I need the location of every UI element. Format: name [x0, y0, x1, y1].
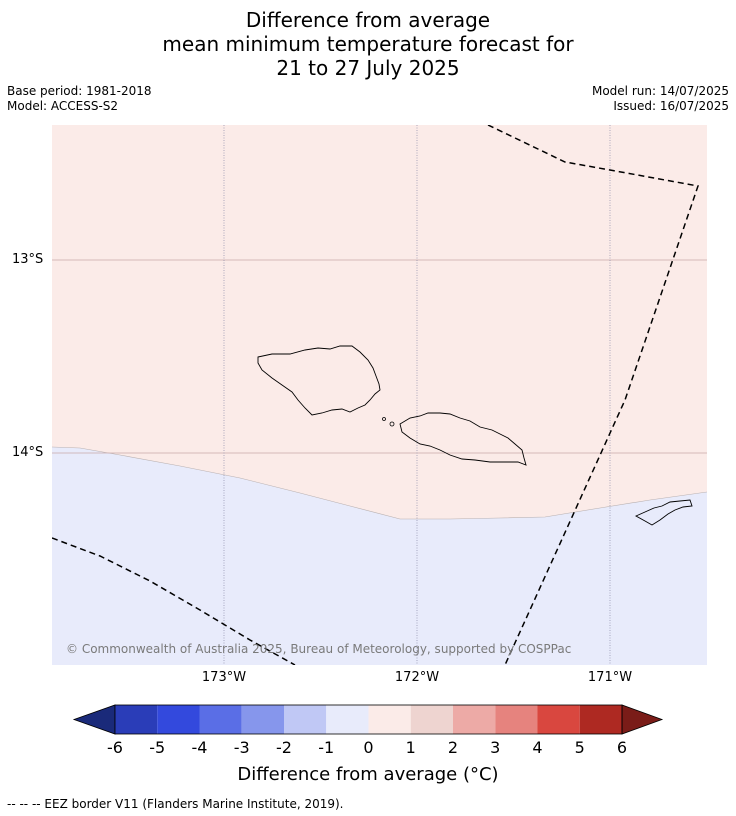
- colorbar-tick-label: 5: [574, 738, 585, 757]
- colorbar-tick-label: 6: [616, 738, 628, 757]
- title-line-2: mean minimum temperature forecast for: [162, 32, 574, 56]
- colorbar-segment: [410, 705, 453, 734]
- anomaly-contour: [52, 446, 707, 520]
- colorbar-tick-label: 3: [490, 738, 501, 757]
- colorbar-tick-label: 0: [363, 738, 374, 757]
- colorbar-extend-low: [72, 704, 116, 735]
- colorbar-segment: [115, 705, 158, 734]
- base-period: Base period: 1981-2018: [7, 84, 152, 98]
- colorbar-segment: [495, 705, 538, 734]
- tutuila-island-icon: [634, 499, 693, 526]
- eez-border-north: [487, 125, 699, 665]
- eez-footnote: -- -- -- EEZ border V11 (Flanders Marine…: [7, 797, 344, 811]
- eez-border-southwest: [52, 537, 296, 665]
- colorbar-tick-label: -4: [191, 738, 208, 757]
- colorbar-tick-label: -6: [107, 738, 123, 757]
- colorbar-segment: [199, 705, 242, 734]
- colorbar-tick-label: 1: [405, 738, 416, 757]
- colorbar-segment: [284, 705, 327, 734]
- title-line-1: Difference from average: [245, 8, 491, 32]
- colorbar-tick-label: -1: [318, 738, 335, 757]
- lat-label-13s: 13°S: [12, 252, 44, 267]
- colorbar-tick-label: 2: [447, 738, 459, 757]
- savaii-island-icon: [257, 345, 381, 416]
- manono-islet-icon: [382, 417, 386, 421]
- cool-region: [52, 447, 707, 665]
- colorbar-segment: [157, 705, 200, 734]
- lon-label-172w: 172°W: [394, 670, 440, 685]
- model-run: Model run: 14/07/2025: [591, 84, 729, 98]
- colorbar-segment: [368, 705, 411, 734]
- meta-left: Base period: 1981-2018 Model: ACCESS-S2: [7, 84, 152, 114]
- issued-date: Issued: 16/07/2025: [613, 99, 729, 113]
- colorbar-border: [114, 704, 623, 735]
- colorbar-segment: [326, 705, 369, 734]
- colorbar-tick-label: 4: [532, 738, 543, 757]
- upolu-island-icon: [399, 412, 527, 466]
- apolima-islet-icon: [389, 421, 395, 427]
- chart-title: Difference from average mean minimum tem…: [0, 8, 736, 80]
- colorbar-tick-label: -3: [233, 738, 250, 757]
- title-line-3: 21 to 27 July 2025: [276, 56, 460, 80]
- colorbar-segment: [537, 705, 580, 734]
- colorbar-tick-label: -2: [276, 738, 292, 757]
- colorbar-segment: [241, 705, 284, 734]
- colorbar-tick-label: -5: [149, 738, 166, 757]
- copyright-credit: © Commonwealth of Australia 2025, Bureau…: [66, 642, 572, 656]
- lon-label-171w: 171°W: [587, 670, 633, 685]
- lat-label-14s: 14°S: [12, 445, 44, 460]
- meta-right: Model run: 14/07/2025 Issued: 16/07/2025: [592, 84, 729, 114]
- colorbar-extend-high: [621, 704, 664, 735]
- model-name: Model: ACCESS-S2: [7, 99, 119, 113]
- colorbar-label: Difference from average (°C): [237, 764, 499, 785]
- colorbar-segment: [453, 705, 496, 734]
- lon-label-173w: 173°W: [201, 670, 247, 685]
- colorbar-segment: [579, 705, 622, 734]
